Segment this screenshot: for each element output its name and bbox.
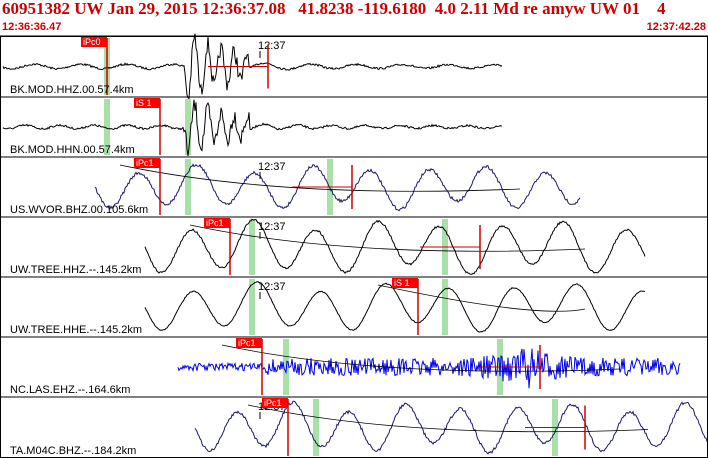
pick-label: iPc1 [264, 398, 282, 408]
window-band [249, 279, 255, 335]
channel-label: UW.TREE.HHE.--.145.2km [10, 324, 142, 336]
pick-flag[interactable] [236, 338, 262, 348]
pick-label: iPc1 [238, 338, 256, 348]
channel-label: TA.M04C.BHZ.--.184.2km [10, 445, 136, 457]
time-tick-label: 12:37 [258, 161, 286, 173]
event-title: 60951382 UW Jan 29, 2015 12:36:37.08 41.… [2, 0, 666, 18]
channel-label: UW.TREE.HHZ.--.145.2km [10, 264, 141, 276]
trace-panel[interactable]: iPc1 NC.LAS.EHZ.--.164.6km [0, 336, 708, 396]
pick-flag[interactable] [81, 37, 107, 47]
channel-label: BK.MOD.HHZ.00.57.4km [10, 84, 133, 96]
waveform-trace[interactable] [94, 163, 581, 212]
window-band [185, 159, 191, 215]
pick-flag[interactable] [262, 398, 288, 408]
pick-label: iPc0 [83, 37, 101, 47]
time-tick-label: 12:37 [258, 40, 286, 52]
waveform-trace[interactable] [194, 400, 708, 455]
pick-flag[interactable] [204, 218, 230, 228]
window-band [249, 219, 255, 275]
waveform-trace[interactable] [144, 218, 646, 275]
trace-panel[interactable]: 12:37 iS 1 UW.TREE.HHE.--.145.2km [0, 276, 708, 336]
window-band [442, 279, 448, 335]
pick-label: iS 1 [136, 98, 152, 108]
trace-panel[interactable]: 12:37 iPc1 UW.TREE.HHZ.--.145.2km [0, 216, 708, 276]
trace-panel[interactable]: 12:37iPc1TA.M04C.BHZ.--.184.2km [0, 396, 708, 457]
time-tick-label: 12:37 [258, 221, 286, 233]
window-start-time: 12:36:36.47 [2, 21, 62, 33]
window-band [104, 99, 110, 155]
window-band [313, 399, 319, 456]
window-band [185, 99, 191, 155]
travel-time-curve [221, 344, 621, 372]
channel-label: US.WVOR.BHZ.00.105.6km [10, 204, 148, 216]
pick-flag[interactable] [392, 278, 418, 288]
channel-label: NC.LAS.EHZ.--.164.6km [10, 384, 130, 396]
travel-time-curve [377, 284, 586, 312]
pick-label: iPc1 [206, 218, 224, 228]
time-tick-label: 12:37 [258, 281, 286, 293]
waveform-trace[interactable] [2, 99, 503, 157]
pick-flag[interactable] [134, 158, 160, 168]
event-header: 60951382 UW Jan 29, 2015 12:36:37.08 41.… [0, 0, 708, 36]
pick-label: iS 1 [394, 278, 410, 288]
trace-panel[interactable]: 12:37 iPc0 BK.MOD.HHZ.00.57.4km [0, 33, 708, 100]
travel-time-curve [119, 164, 521, 192]
travel-time-curve [247, 404, 649, 433]
window-end-time: 12:37:42.28 [646, 21, 706, 33]
channel-label: BK.MOD.HHN.00.57.4km [10, 144, 135, 156]
pick-flag[interactable] [134, 98, 160, 108]
pick-label: iPc1 [136, 158, 154, 168]
trace-panel[interactable]: iS 1 BK.MOD.HHN.00.57.4km [0, 96, 708, 157]
waveform-trace[interactable] [144, 281, 646, 333]
waveform-trace[interactable] [177, 348, 681, 389]
travel-time-curve [189, 224, 586, 252]
trace-panel[interactable]: 12:37 iPc1 US.WVOR.BHZ.00.105.6km [0, 156, 708, 216]
